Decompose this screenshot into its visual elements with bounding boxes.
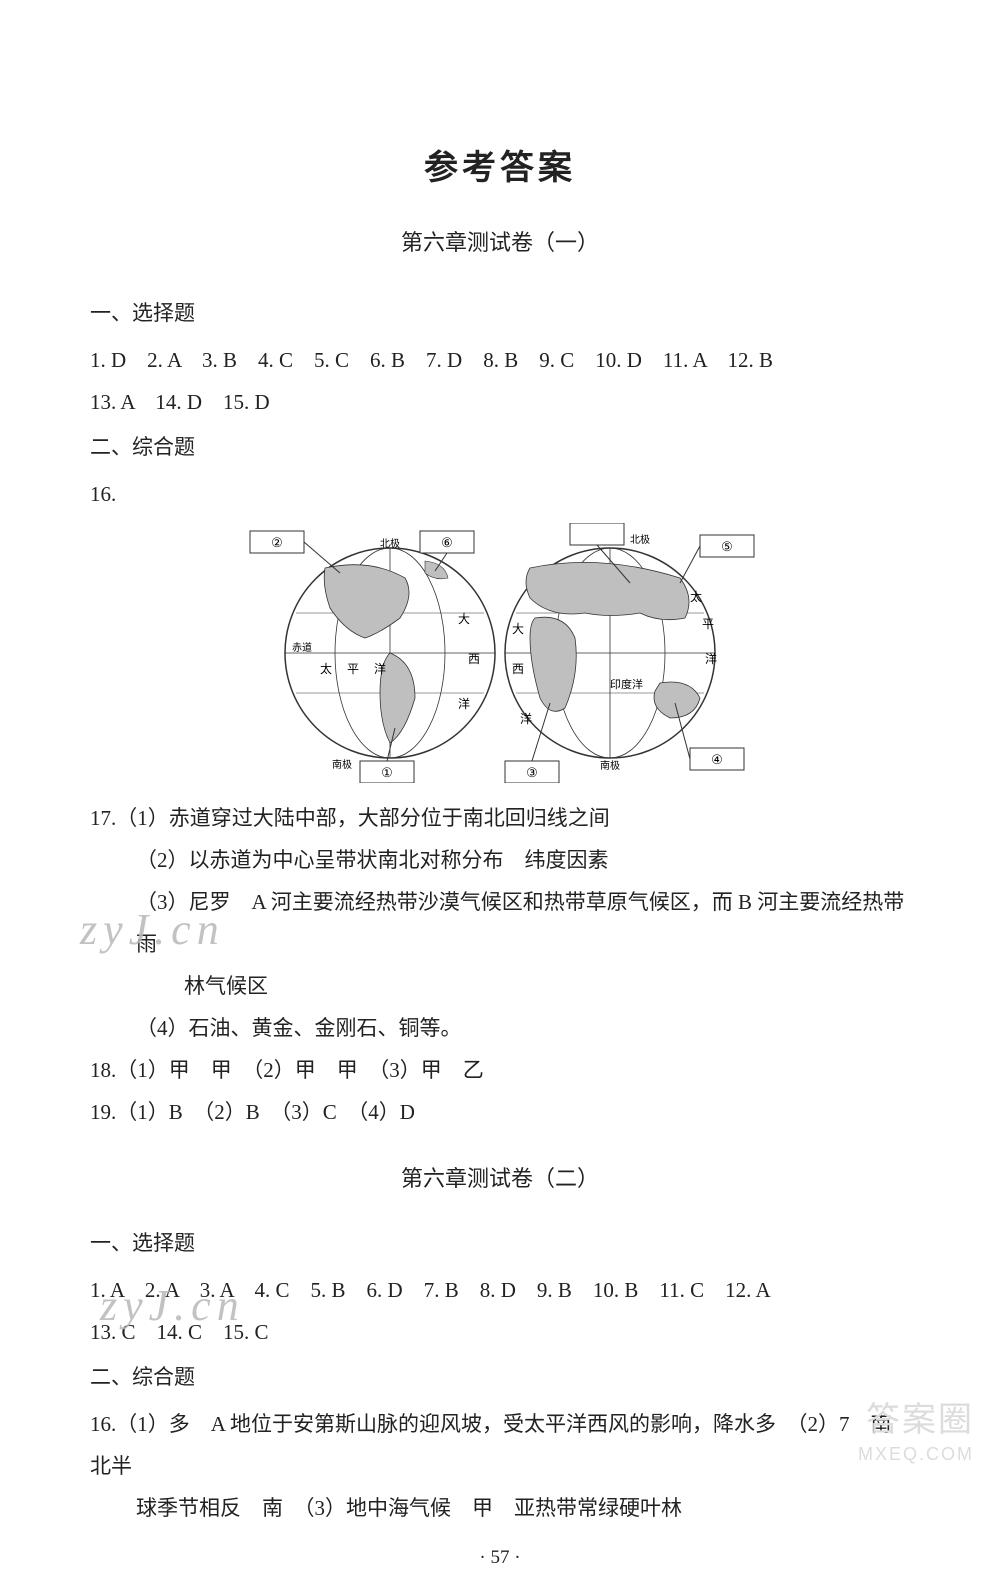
fig-box-3: ③ bbox=[526, 765, 538, 780]
page-title: 参考答案 bbox=[90, 140, 910, 189]
paper1-q18: 18.（1）甲 甲 （2）甲 甲 （3）甲 乙 bbox=[90, 1049, 910, 1091]
fig-box-5: ⑤ bbox=[721, 539, 733, 554]
paper1-comp-heading: 二、综合题 bbox=[90, 431, 910, 461]
world-hemispheres-figure: ② ⑥ ⑤ ① ③ ④ 北极 北极 南极 南极 赤道 太 平 洋 印度洋 大 西… bbox=[230, 523, 770, 783]
fig-box-1: ① bbox=[381, 765, 393, 780]
fig-pac-e3: 洋 bbox=[705, 651, 717, 666]
paper1-q17-4: （4）石油、黄金、金刚石、铜等。 bbox=[90, 1007, 910, 1049]
watermark-daq: 答案圈 bbox=[866, 1392, 974, 1441]
paper2-q16-1: 16.（1）多 A 地位于安第斯山脉的迎风坡，受太平洋西风的影响，降水多 （2）… bbox=[90, 1403, 910, 1487]
fig-equator: 赤道 bbox=[292, 641, 312, 654]
fig-atl-5: 西 bbox=[512, 662, 524, 676]
paper1-title: 第六章测试卷（一） bbox=[90, 225, 910, 257]
paper2-mcq-answers-2: 13. C 14. C 15. C bbox=[90, 1311, 910, 1353]
fig-pac-e2: 平 bbox=[702, 617, 714, 631]
fig-npole-l: 北极 bbox=[380, 537, 400, 550]
paper1-q17-2: （2）以赤道为中心呈带状南北对称分布 纬度因素 bbox=[90, 839, 910, 881]
fig-atl-4: 大 bbox=[512, 622, 524, 636]
fig-indian: 印度洋 bbox=[610, 677, 643, 691]
fig-npole-r: 北极 bbox=[630, 533, 650, 546]
fig-box-4: ④ bbox=[711, 752, 723, 767]
fig-atl-6: 洋 bbox=[520, 711, 532, 726]
fig-box-6: ⑥ bbox=[441, 535, 453, 550]
fig-pac-e1: 太 bbox=[690, 589, 702, 604]
paper1-q17-1: 17.（1）赤道穿过大陆中部，大部分位于南北回归线之间 bbox=[90, 797, 910, 839]
paper2-title: 第六章测试卷（二） bbox=[90, 1161, 910, 1193]
paper1-q17-3b: 林气候区 bbox=[90, 965, 910, 1007]
paper2-mcq-answers-1: 1. A 2. A 3. A 4. C 5. B 6. D 7. B 8. D … bbox=[90, 1269, 910, 1311]
paper1-mcq-answers-1: 1. D 2. A 3. B 4. C 5. C 6. B 7. D 8. B … bbox=[90, 339, 910, 381]
paper1-q16-label: 16. bbox=[90, 473, 910, 515]
paper1-q17-3: （3）尼罗 A 河主要流经热带沙漠气候区和热带草原气候区，而 B 河主要流经热带… bbox=[90, 881, 910, 965]
fig-pacific-w: 太 平 洋 bbox=[320, 661, 392, 676]
fig-atl-1: 大 bbox=[458, 612, 470, 626]
paper2-comp-heading: 二、综合题 bbox=[90, 1361, 910, 1391]
fig-atl-3: 洋 bbox=[458, 696, 470, 711]
fig-box-2: ② bbox=[271, 535, 283, 550]
fig-atl-2: 西 bbox=[468, 652, 480, 666]
page-number: · 57 · bbox=[90, 1547, 910, 1569]
watermark-mxeq: MXEQ.COM bbox=[858, 1444, 974, 1465]
paper2-mcq-heading: 一、选择题 bbox=[90, 1227, 910, 1257]
paper1-q19: 19.（1）B （2）B （3）C （4）D bbox=[90, 1091, 910, 1133]
paper1-mcq-answers-2: 13. A 14. D 15. D bbox=[90, 381, 910, 423]
paper1-mcq-heading: 一、选择题 bbox=[90, 297, 910, 327]
fig-spole-r: 南极 bbox=[600, 759, 620, 772]
fig-spole-l: 南极 bbox=[332, 758, 352, 771]
paper2-q16-2: 球季节相反 南 （3）地中海气候 甲 亚热带常绿硬叶林 bbox=[90, 1487, 910, 1529]
